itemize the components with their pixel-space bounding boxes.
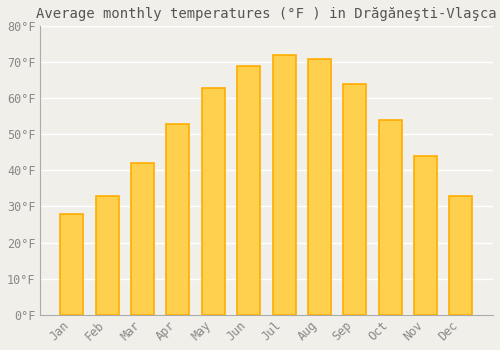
Bar — [131, 163, 154, 315]
Bar — [272, 55, 295, 315]
Title: Average monthly temperatures (°F ) in Drăgăneşti-Vlaşca: Average monthly temperatures (°F ) in Dr… — [36, 7, 496, 21]
Bar — [166, 124, 190, 315]
Bar — [308, 59, 331, 315]
Bar — [450, 196, 472, 315]
Bar — [96, 196, 118, 315]
Bar — [202, 88, 225, 315]
Bar — [237, 66, 260, 315]
Bar — [378, 120, 402, 315]
Bar — [344, 84, 366, 315]
Bar — [414, 156, 437, 315]
Bar — [60, 214, 83, 315]
